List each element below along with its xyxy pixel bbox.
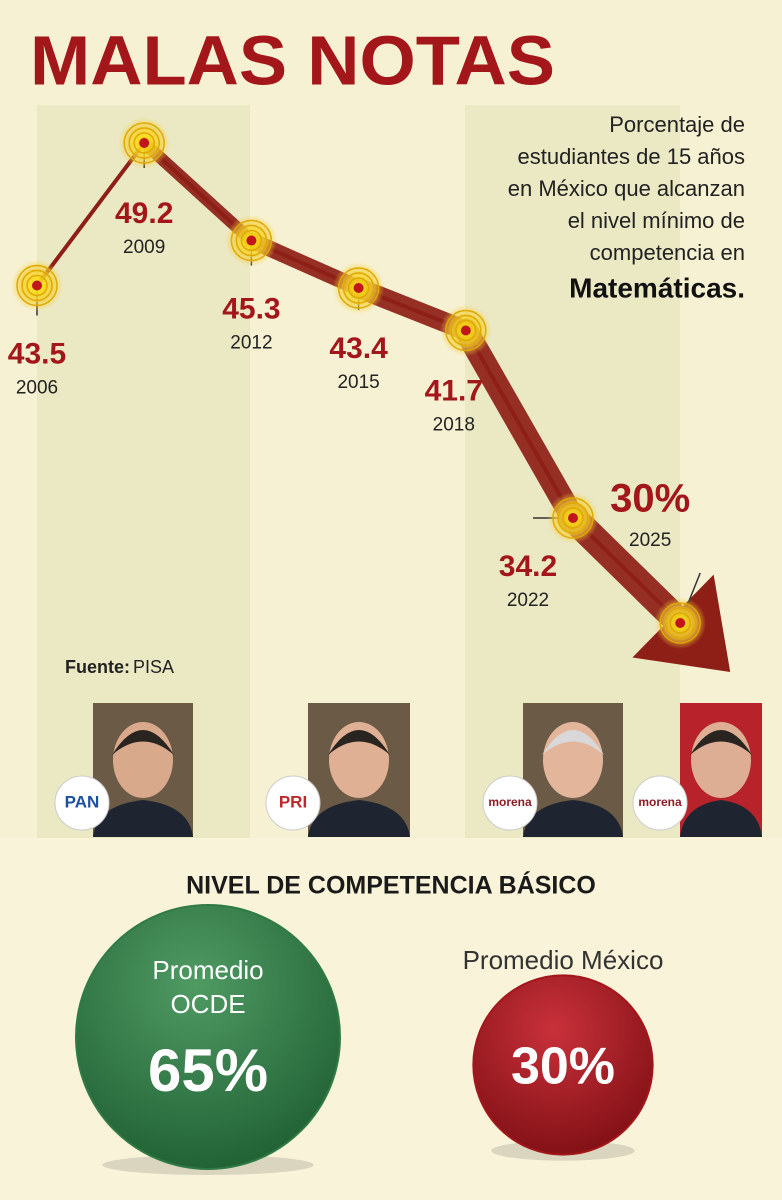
subtitle: Porcentaje de estudiantes de 15 años en … — [508, 112, 745, 304]
marker-ring — [450, 314, 482, 347]
party-name: PRI — [279, 792, 307, 811]
marker-ring — [342, 272, 375, 304]
x-tick-label: 2009 — [123, 237, 165, 258]
portrait-suit — [523, 800, 623, 837]
subtitle-line: competencia en — [590, 240, 745, 265]
bubble — [75, 904, 341, 1170]
portrait-hair — [690, 730, 752, 755]
marker-ring — [21, 269, 53, 302]
x-tick-label: 2025 — [629, 530, 671, 551]
marker — [675, 618, 686, 628]
marker-ring — [230, 219, 273, 262]
marker-ring — [455, 319, 477, 342]
arrow-body — [453, 318, 585, 530]
chart-title: MALAS NOTAS — [30, 21, 555, 99]
marker-ring — [562, 507, 584, 529]
party-logo — [632, 775, 688, 831]
portrait-hair — [328, 730, 390, 755]
party-logo — [482, 775, 538, 831]
subtitle-emphasis: Matemáticas. — [569, 272, 745, 303]
value-label: 34.2 — [499, 550, 557, 583]
marker-ring — [26, 274, 48, 297]
marker — [139, 138, 150, 148]
marker — [246, 235, 257, 246]
marker — [460, 325, 471, 336]
category-label: Promedio México — [462, 945, 664, 975]
portrait-suit — [680, 800, 762, 837]
subtitle-line: Porcentaje de — [609, 112, 745, 137]
subtitle-line: estudiantes de 15 años — [517, 144, 745, 169]
marker-ring — [669, 612, 691, 634]
subtitle-line: el nivel mínimo de — [568, 208, 745, 233]
marker — [353, 283, 364, 293]
category-label: Promedio OCDE — [152, 955, 264, 1019]
party-name: PAN — [65, 792, 100, 811]
marker-ring — [659, 602, 701, 644]
subtitle-line: en México que alcanzan — [508, 176, 745, 201]
party-logo — [265, 775, 321, 831]
x-tick-label: 2006 — [16, 378, 58, 399]
marker — [32, 280, 42, 291]
marker-ring — [664, 607, 696, 639]
value-label: 65% — [148, 1037, 268, 1104]
marker-ring — [16, 264, 58, 307]
portrait-hair — [112, 730, 174, 755]
portrait-suit — [93, 800, 193, 837]
bubble — [472, 974, 654, 1156]
value-label: 30% — [610, 477, 690, 521]
marker-ring — [240, 229, 263, 252]
marker-ring — [557, 502, 589, 534]
x-tick-label: 2018 — [433, 415, 475, 436]
x-tick-label: 2015 — [337, 372, 379, 393]
section-title: NIVEL DE COMPETENCIA BÁSICO — [186, 871, 596, 900]
value-label: 45.3 — [222, 292, 280, 325]
marker-ring — [133, 132, 155, 154]
marker-ring — [347, 277, 370, 299]
value-label: 43.4 — [329, 332, 388, 365]
marker-ring — [235, 224, 268, 257]
marker — [568, 513, 578, 523]
portrait-hair — [542, 730, 604, 755]
source: PISA — [133, 657, 174, 677]
marker-ring — [445, 309, 487, 352]
x-tick-label: 2012 — [230, 333, 272, 354]
value-label: 43.5 — [8, 337, 66, 370]
party-name: morena — [488, 795, 532, 809]
marker-ring — [337, 267, 380, 309]
x-tick-label: 2022 — [507, 590, 549, 611]
marker-ring — [123, 122, 165, 164]
value-label: 30% — [511, 1038, 615, 1096]
party-logo — [54, 775, 110, 831]
marker-ring — [552, 497, 594, 539]
party-name: morena — [638, 795, 682, 809]
source-label: Fuente: — [65, 657, 130, 677]
value-label: 49.2 — [115, 197, 173, 230]
marker-ring — [128, 127, 160, 159]
value-label: 41.7 — [425, 374, 483, 407]
portrait-suit — [308, 800, 410, 837]
